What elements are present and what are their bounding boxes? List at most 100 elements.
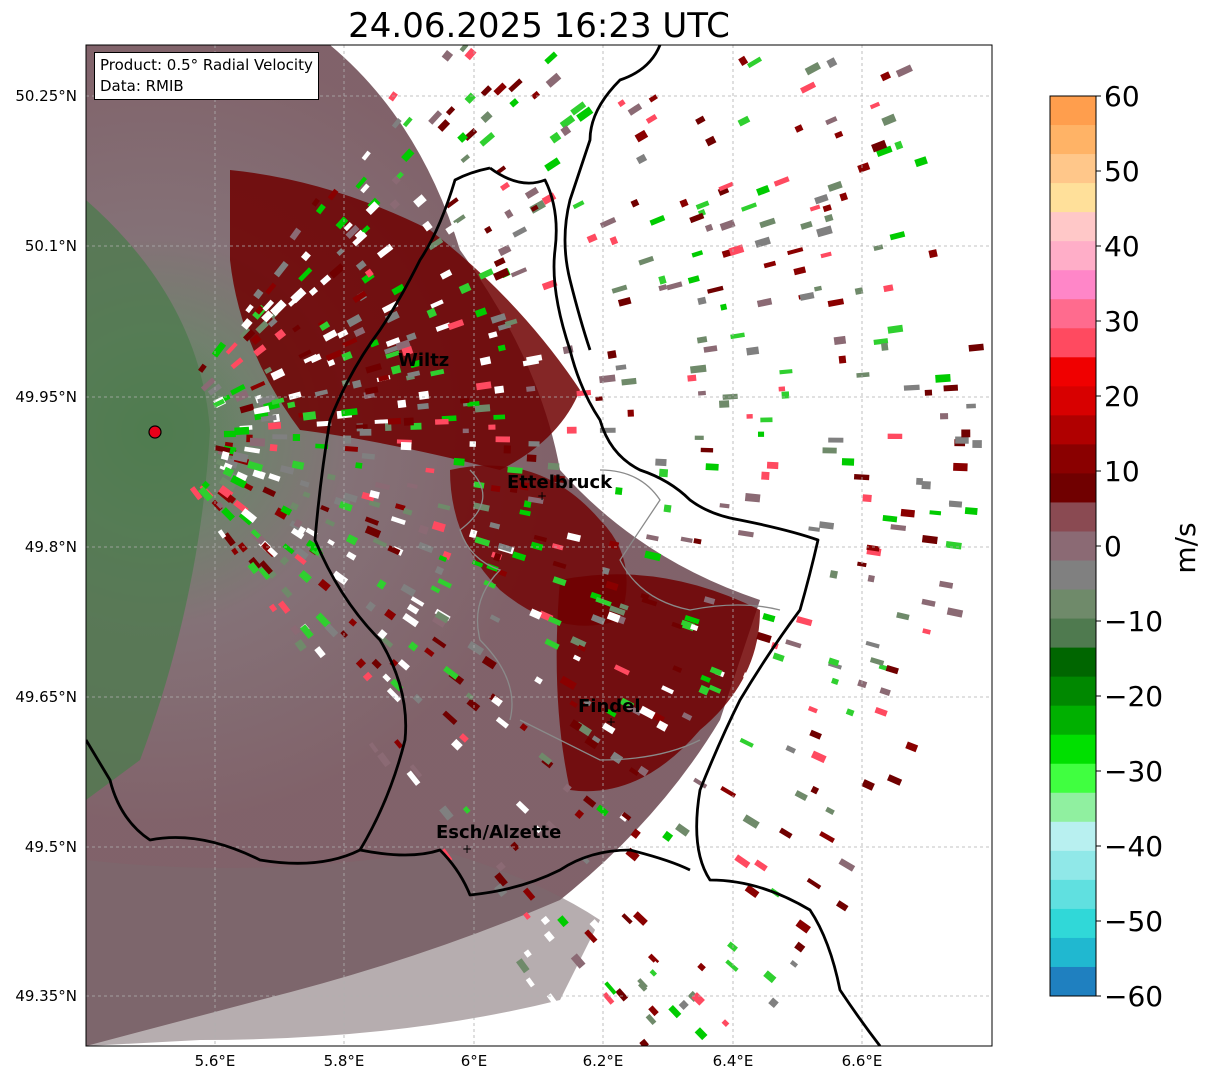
echo-speckle bbox=[495, 861, 506, 872]
echo-speckle bbox=[628, 767, 640, 776]
echo-speckle bbox=[488, 424, 496, 430]
echo-speckle bbox=[738, 55, 749, 67]
city-label-ettelbruck: Ettelbruck bbox=[507, 472, 613, 493]
echo-speckle bbox=[499, 181, 511, 192]
echo-speckle bbox=[852, 431, 862, 437]
echo-speckle bbox=[708, 684, 722, 694]
echo-speckle bbox=[534, 242, 545, 253]
echo-speckle bbox=[615, 988, 629, 1002]
echo-speckle bbox=[493, 552, 502, 562]
echo-speckle bbox=[645, 113, 658, 124]
echo-speckle bbox=[531, 212, 545, 224]
echo-speckle bbox=[651, 960, 666, 975]
echo-speckle bbox=[658, 468, 669, 478]
lon-tick-label: 5.8°E bbox=[324, 1052, 365, 1070]
echo-speckle bbox=[254, 305, 264, 315]
echo-speckle bbox=[223, 430, 236, 438]
echo-speckle bbox=[267, 317, 278, 328]
echo-speckle bbox=[626, 704, 642, 716]
echo-speckle bbox=[365, 601, 376, 612]
echo-speckle bbox=[831, 677, 839, 685]
echo-speckle bbox=[781, 391, 790, 399]
echo-speckle bbox=[742, 814, 760, 829]
echo-speckle bbox=[519, 509, 531, 517]
city-label-esch-alzette: Esch/Alzette bbox=[436, 822, 561, 843]
echo-speckle bbox=[857, 485, 870, 494]
echo-speckle bbox=[316, 420, 332, 427]
echo-speckle bbox=[361, 150, 371, 161]
echo-speckle bbox=[335, 216, 349, 230]
echo-speckle bbox=[869, 657, 885, 666]
echo-speckle bbox=[241, 318, 253, 330]
echo-speckle bbox=[390, 516, 406, 526]
product-info-box: Product: 0.5° Radial Velocity Data: RMIB bbox=[94, 52, 319, 100]
product-label: Product: 0.5° Radial Velocity bbox=[100, 56, 313, 74]
echo-speckle bbox=[280, 505, 293, 516]
echo-speckle bbox=[421, 130, 432, 141]
echo-speckle bbox=[475, 381, 492, 391]
echo-speckle bbox=[437, 578, 453, 589]
echo-speckle bbox=[245, 304, 254, 314]
echo-speckle bbox=[493, 257, 506, 267]
echo-speckle bbox=[727, 941, 738, 952]
echo-speckle bbox=[387, 417, 402, 425]
echo-speckle bbox=[633, 911, 648, 926]
echo-speckle bbox=[627, 103, 643, 116]
echo-speckle bbox=[431, 615, 446, 628]
echo-speckle bbox=[277, 600, 291, 614]
echo-speckle bbox=[754, 859, 768, 872]
echo-speckle bbox=[232, 451, 249, 463]
echo-speckle bbox=[434, 418, 449, 425]
echo-speckle bbox=[661, 244, 677, 254]
echo-speckle bbox=[253, 288, 264, 300]
echo-speckle bbox=[365, 201, 380, 216]
echo-speckle bbox=[267, 546, 279, 558]
echo-speckle bbox=[695, 115, 706, 125]
echo-speckle bbox=[809, 729, 822, 740]
echo-speckle bbox=[634, 129, 649, 143]
echo-speckle bbox=[972, 456, 985, 461]
echo-speckle bbox=[314, 389, 329, 397]
echo-speckle bbox=[484, 225, 493, 234]
echo-speckle bbox=[264, 366, 273, 375]
echo-speckle bbox=[718, 400, 730, 408]
echo-speckle bbox=[200, 377, 216, 392]
echo-speckle bbox=[894, 140, 904, 151]
admin-borders bbox=[459, 469, 781, 761]
echo-speckle bbox=[842, 95, 852, 103]
echo-speckle bbox=[827, 180, 843, 192]
echo-speckle bbox=[385, 337, 401, 347]
echo-speckle bbox=[794, 548, 804, 555]
echo-speckle bbox=[557, 915, 569, 928]
echo-speckle bbox=[538, 319, 556, 331]
echo-speckle bbox=[645, 1013, 657, 1026]
echo-speckle bbox=[737, 529, 754, 538]
echo-speckle bbox=[655, 458, 667, 467]
echo-speckle bbox=[465, 692, 475, 701]
echo-speckle bbox=[445, 221, 460, 235]
echo-speckle bbox=[751, 677, 770, 691]
echo-speckle bbox=[320, 505, 330, 513]
echo-speckle bbox=[940, 413, 949, 420]
echo-speckle bbox=[627, 515, 642, 523]
echo-speckle bbox=[479, 356, 492, 366]
lat-tick-label: 50.25°N bbox=[15, 87, 77, 105]
echo-speckle bbox=[450, 738, 463, 751]
svg-text:+: + bbox=[537, 489, 547, 503]
lat-tick-label: 49.8°N bbox=[25, 538, 77, 556]
echo-speckle bbox=[198, 363, 207, 373]
echo-speckle bbox=[825, 806, 835, 816]
echo-speckle bbox=[355, 658, 367, 669]
echo-speckle bbox=[696, 336, 708, 344]
echo-speckle bbox=[524, 186, 539, 200]
echo-speckle bbox=[545, 72, 562, 88]
echo-speckle bbox=[315, 203, 326, 215]
echo-speckle bbox=[785, 72, 795, 83]
echo-speckle bbox=[495, 436, 511, 443]
echo-speckle bbox=[441, 848, 453, 862]
echo-speckle bbox=[239, 327, 252, 340]
echo-speckle bbox=[624, 190, 637, 201]
echo-speckle bbox=[386, 687, 402, 703]
echo-speckle bbox=[833, 335, 847, 346]
echo-speckle bbox=[471, 559, 484, 568]
